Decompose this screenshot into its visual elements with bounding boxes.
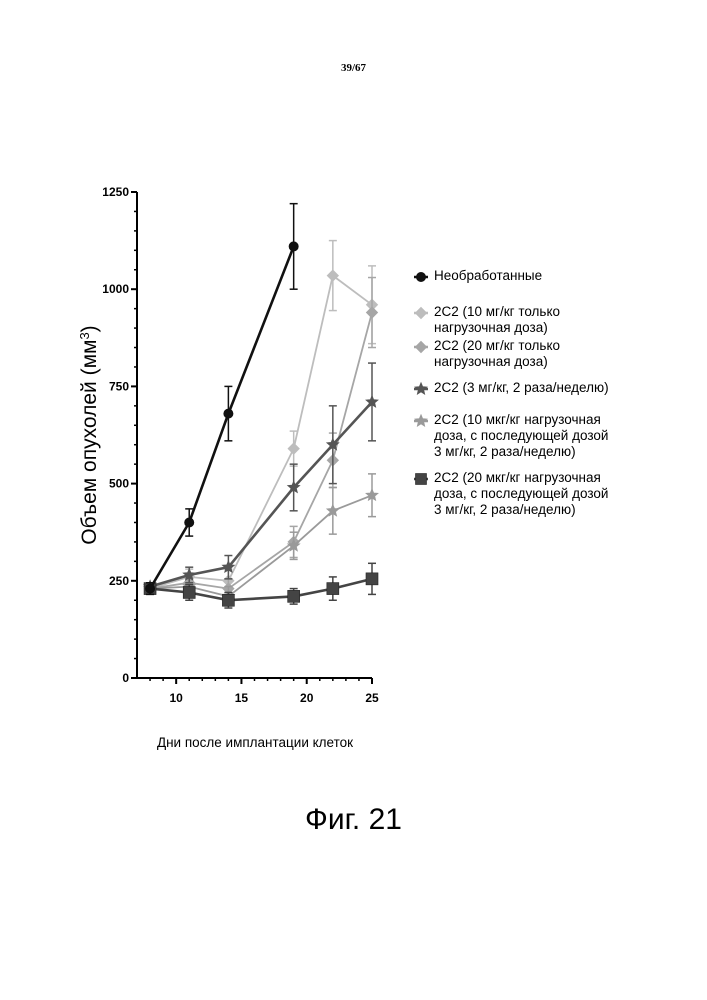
legend-label: 2C2 (10 мкг/кг нагрузочная доза, с после… — [434, 412, 608, 460]
legend-symbol — [416, 474, 427, 485]
x-tick-label: 20 — [300, 691, 314, 705]
x-tick-label: 15 — [235, 691, 249, 705]
legend-label: 2C2 (20 мг/кг только нагрузочная доза) — [434, 338, 560, 370]
x-tick-label: 25 — [365, 691, 379, 705]
chart-series — [144, 204, 378, 608]
data-point — [224, 409, 233, 418]
legend-item: Необработанные — [412, 268, 702, 286]
legend-item: 2C2 (10 мг/кг только нагрузочная доза) — [412, 304, 702, 336]
series-line — [150, 246, 294, 588]
y-tick-label: 1000 — [102, 282, 129, 296]
legend-item: 2C2 (10 мкг/кг нагрузочная доза, с после… — [412, 412, 702, 460]
data-point — [367, 307, 378, 318]
series-line — [150, 276, 372, 589]
legend-symbol — [417, 273, 426, 282]
y-tick-label: 1250 — [102, 185, 129, 199]
data-point — [146, 584, 155, 593]
series-2 — [145, 278, 378, 599]
legend-item: 2C2 (20 мг/кг только нагрузочная доза) — [412, 338, 702, 370]
legend-label: Необработанные — [434, 268, 542, 284]
data-point — [327, 583, 339, 595]
legend-symbol — [415, 415, 426, 426]
x-tick-label: 10 — [169, 691, 183, 705]
legend-marker — [412, 470, 434, 488]
legend-item: 2C2 (3 мг/кг, 2 раза/неделю) — [412, 380, 702, 398]
series-line — [150, 495, 372, 596]
series-line — [150, 313, 372, 589]
legend-marker — [412, 412, 434, 430]
data-point — [289, 242, 298, 251]
legend-label: 2C2 (10 мг/кг только нагрузочная доза) — [434, 304, 560, 336]
data-point — [366, 573, 378, 585]
data-point — [366, 489, 377, 500]
legend-symbol — [416, 308, 427, 319]
figure-caption: Фиг. 21 — [0, 803, 707, 837]
x-axis-label: Дни после имплантации клеток — [157, 735, 353, 750]
data-point — [222, 594, 234, 606]
data-point — [185, 518, 194, 527]
data-point — [183, 586, 195, 598]
legend-label: 2C2 (3 мг/кг, 2 раза/неделю) — [434, 380, 609, 396]
series-3 — [144, 363, 377, 591]
legend-marker — [412, 380, 434, 398]
chart-legend: Необработанные 2C2 (10 мг/кг только нагру… — [412, 268, 702, 518]
legend-marker — [412, 268, 434, 286]
series-line — [150, 402, 372, 587]
legend-symbol — [415, 383, 426, 394]
legend-label: 2C2 (20 мкг/кг нагрузочная доза, с после… — [434, 470, 608, 518]
y-tick-label: 250 — [109, 574, 129, 588]
legend-marker — [412, 338, 434, 356]
y-axis-label: Объем опухолей (мм3) — [77, 325, 102, 544]
y-tick-label: 500 — [109, 477, 129, 491]
data-point — [288, 590, 300, 602]
legend-item: 2C2 (20 мкг/кг нагрузочная доза, с после… — [412, 470, 702, 518]
series-0 — [146, 204, 299, 595]
y-tick-label: 0 — [122, 671, 129, 685]
data-point — [288, 443, 299, 454]
y-tick-label: 750 — [109, 379, 129, 393]
legend-symbol — [416, 342, 427, 353]
legend-marker — [412, 304, 434, 322]
